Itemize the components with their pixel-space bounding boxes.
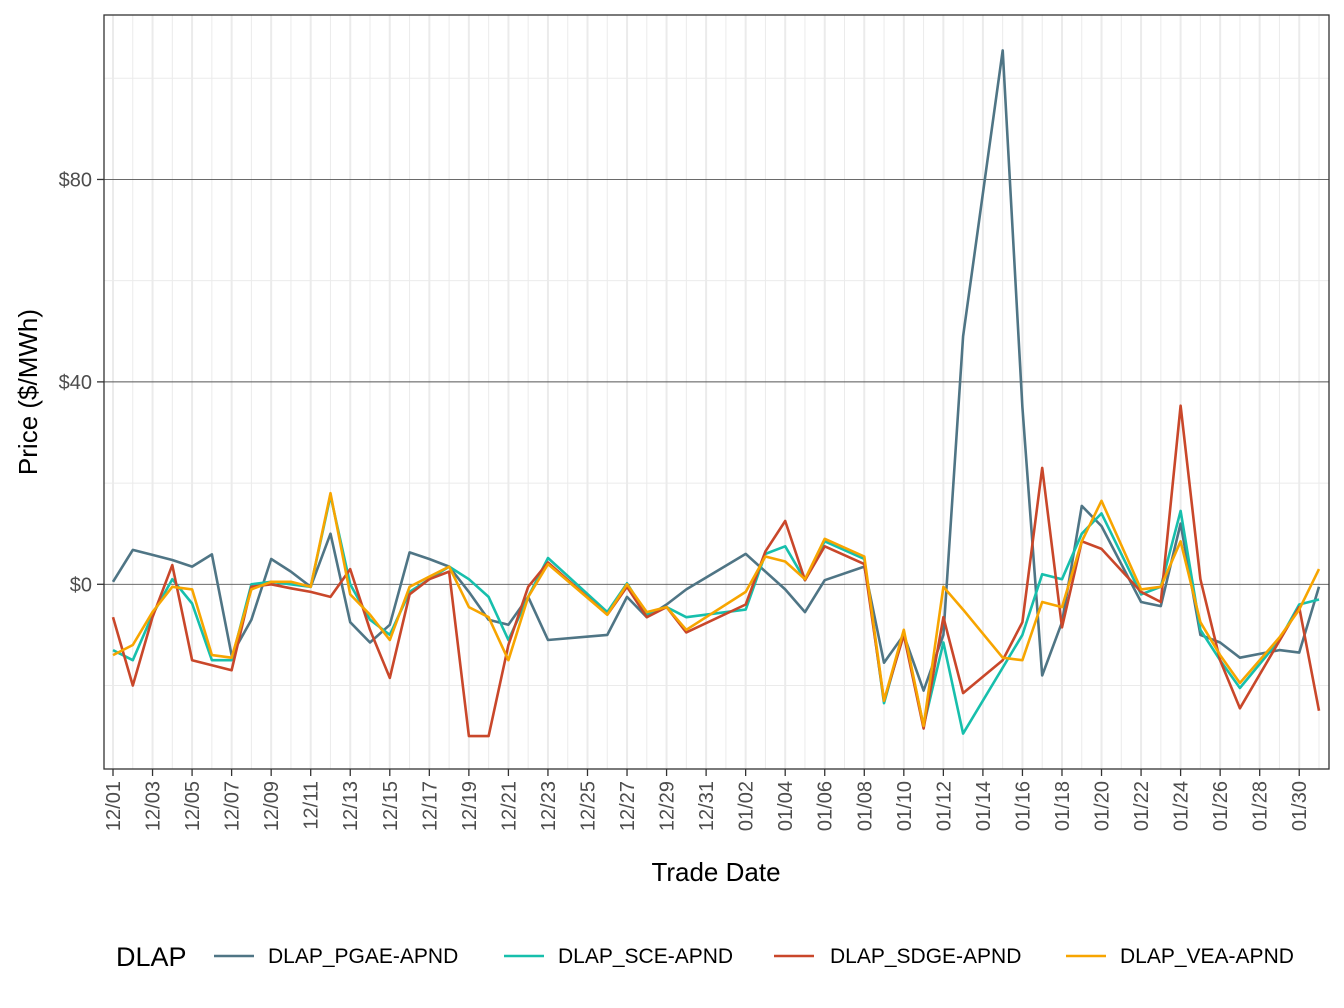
x-tick-label: 01/30 (1289, 781, 1311, 831)
y-axis: $0 $40 $80 (59, 169, 104, 596)
legend-label-2: DLAP_SCE-APND (558, 945, 733, 968)
x-tick-label: 01/10 (894, 781, 916, 831)
x-tick-label: 01/04 (775, 781, 797, 831)
x-tick-label: 12/01 (103, 781, 125, 831)
x-tick-label: 12/05 (182, 781, 204, 831)
x-tick-label: 01/12 (933, 781, 955, 831)
x-tick-label: 12/25 (577, 781, 599, 831)
legend-title: DLAP (116, 942, 187, 972)
x-tick-label: 01/28 (1250, 781, 1272, 831)
y-tick-label: $40 (59, 372, 92, 394)
x-tick-label: 12/15 (380, 781, 402, 831)
x-tick-label: 12/27 (617, 781, 639, 831)
x-tick-label: 12/21 (498, 781, 520, 831)
x-tick-label: 01/22 (1131, 781, 1153, 831)
legend-label-1: DLAP_PGAE-APND (268, 945, 458, 968)
x-tick-label: 12/23 (538, 781, 560, 831)
legend-label-3: DLAP_SDGE-APND (830, 945, 1021, 968)
y-axis-title: Price ($/MWh) (13, 309, 43, 475)
x-tick-label: 12/17 (419, 781, 441, 831)
x-axis: 12/01 12/03 12/05 12/07 12/09 12/11 12/13 12/15… (103, 769, 1311, 831)
x-axis-title: Trade Date (651, 857, 780, 887)
x-tick-label: 12/31 (696, 781, 718, 831)
x-tick-label: 01/20 (1092, 781, 1114, 831)
x-tick-label: 01/08 (854, 781, 876, 831)
major-grid (104, 15, 1329, 769)
x-tick-label: 12/09 (261, 781, 283, 831)
x-tick-label: 12/11 (301, 781, 323, 830)
plot-panel-background (104, 15, 1329, 769)
x-tick-label: 01/24 (1171, 781, 1193, 831)
x-tick-label: 12/29 (657, 781, 679, 831)
series-line-4 (112, 491, 1321, 728)
x-tick-label: 01/14 (973, 781, 995, 831)
x-tick-label: 12/07 (222, 781, 244, 831)
x-tick-label: 01/16 (1012, 781, 1034, 831)
y-tick-label: $80 (59, 169, 92, 191)
series-line-1 (111, 49, 1321, 692)
x-tick-label: 12/03 (143, 781, 165, 831)
legend-label-4: DLAP_VEA-APND (1120, 945, 1294, 968)
minor-grid (104, 15, 1329, 769)
x-tick-label: 01/02 (736, 781, 758, 831)
plot-panel-border (103, 14, 1330, 770)
series-lines (111, 49, 1321, 738)
x-tick-label: 01/26 (1210, 781, 1232, 831)
y-tick-label: $0 (70, 574, 92, 596)
legend: DLAP DLAP_PGAE-APND DLAP_SCE-APND DLAP_SDG… (116, 942, 1294, 972)
x-tick-label: 12/19 (459, 781, 481, 831)
x-tick-label: 01/06 (815, 781, 837, 831)
x-tick-label: 01/18 (1052, 781, 1074, 831)
x-tick-label: 12/13 (340, 781, 362, 831)
